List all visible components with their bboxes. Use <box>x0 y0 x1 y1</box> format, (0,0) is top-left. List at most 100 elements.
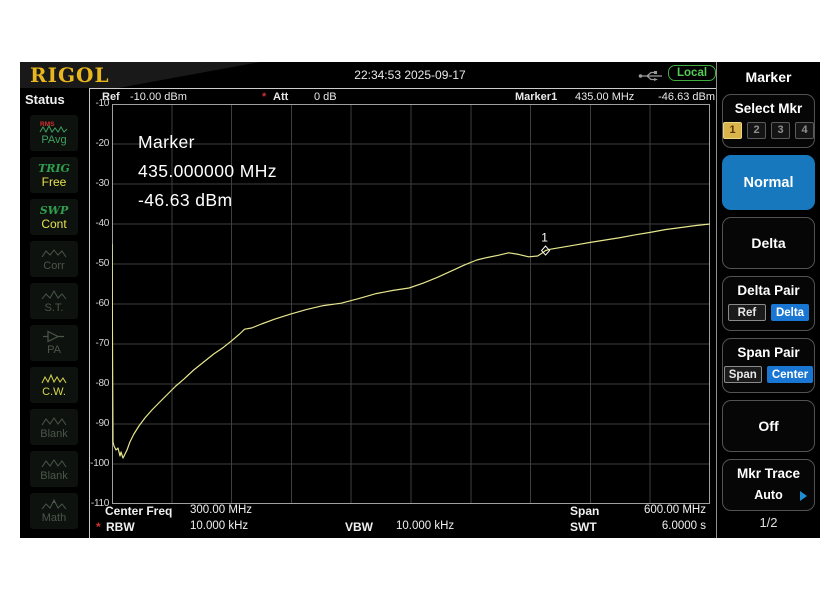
delta-button[interactable]: Delta <box>722 217 815 269</box>
status-item-label: Blank <box>40 427 68 440</box>
status-item-label: S.T. <box>44 301 64 314</box>
select-mkr-chips: 1 2 3 4 <box>723 122 814 139</box>
math-wave-icon <box>41 498 67 512</box>
span-value: 600.00 MHz <box>643 504 706 516</box>
usb-icon <box>638 69 662 87</box>
vbw-label: VBW <box>345 520 373 534</box>
vbw-value: 10.000 kHz <box>396 520 455 532</box>
rbw-value: 10.000 kHz <box>190 520 249 532</box>
local-mode-badge: Local <box>668 65 717 81</box>
ref-label: Ref <box>102 91 120 103</box>
status-item-pavg: RMS PAvg <box>30 115 78 151</box>
timestamp: 22:34:53 2025-09-17 <box>354 68 466 82</box>
swp-label: SWP <box>39 204 69 217</box>
span-pair-label: Span Pair <box>737 345 800 360</box>
status-item-label: Math <box>41 511 67 524</box>
status-item-label: PAvg <box>41 133 67 146</box>
marker-2-chip[interactable]: 2 <box>747 122 766 139</box>
marker-overlay-freq: 435.000000 MHz <box>138 161 277 181</box>
marker-4-chip[interactable]: 4 <box>795 122 814 139</box>
span-pair-center-chip[interactable]: Center <box>766 366 814 383</box>
y-axis-tick-label: -30 <box>95 178 109 189</box>
y-axis-tick-label: -40 <box>95 218 109 229</box>
swt-value: 6.0000 s <box>661 520 706 532</box>
status-item-swp: SWP Cont <box>30 199 78 235</box>
y-axis-tick-label: -10 <box>95 98 109 109</box>
wave-icon <box>41 246 67 260</box>
att-value: 0 dB <box>314 91 337 103</box>
delta-pair-label: Delta Pair <box>737 283 800 298</box>
wave-icon <box>41 456 67 470</box>
status-item-blank1: Blank <box>30 409 78 445</box>
span-pair-button[interactable]: Span Pair Span Center <box>722 338 815 393</box>
off-button[interactable]: Off <box>722 400 815 452</box>
status-item-blank2: Blank <box>30 451 78 487</box>
status-items: RMS PAvg TRIG Free SWP Cont <box>30 115 78 529</box>
top-bar: RIGOL 22:34:53 2025-09-17 Local <box>20 62 820 88</box>
marker-readout-freq: 435.00 MHz <box>575 91 635 103</box>
status-item-label: Cont <box>41 216 67 231</box>
ref-value: -10.00 dBm <box>130 91 187 103</box>
wave-icon <box>41 288 67 302</box>
status-item-math: Math <box>30 493 78 529</box>
delta-pair-delta-chip[interactable]: Delta <box>770 304 810 321</box>
status-item-cw: C.W. <box>30 367 78 403</box>
logo-band: RIGOL <box>20 62 260 88</box>
marker-overlay-title: Marker <box>138 132 195 152</box>
marker-overlay: Marker 435.000000 MHz -46.63 dBm <box>138 128 277 215</box>
rigol-logo: RIGOL <box>30 63 110 87</box>
y-axis-tick-label: -110 <box>90 498 109 509</box>
marker-overlay-ampl: -46.63 dBm <box>138 190 233 210</box>
normal-button[interactable]: Normal <box>722 155 815 210</box>
spectrum-plot: -10 -20 -30 -40 -50 -60 -70 -80 -90 -100 -110 1 Ma… <box>90 98 710 509</box>
status-title: Status <box>25 92 65 107</box>
analyzer-screen: RIGOL 22:34:53 2025-09-17 Local Status <box>20 62 820 538</box>
mkr-trace-button[interactable]: Mkr Trace Auto <box>722 459 815 511</box>
center-freq-value: 300.00 MHz <box>190 504 253 516</box>
marker-3-chip[interactable]: 3 <box>771 122 790 139</box>
status-item-label: Blank <box>40 469 68 482</box>
y-axis-tick-label: -60 <box>95 298 109 309</box>
marker-1-chip[interactable]: 1 <box>723 122 742 139</box>
status-item-label: C.W. <box>42 385 66 398</box>
span-label: Span <box>570 504 600 518</box>
status-item-label: Corr <box>43 259 65 272</box>
att-coupled-star: * <box>262 91 267 103</box>
wave-icon <box>41 414 67 428</box>
status-item-corr: Corr <box>30 241 78 277</box>
select-mkr-button[interactable]: Select Mkr 1 2 3 4 <box>722 94 815 148</box>
att-label: Att <box>273 91 289 103</box>
rms-wave-icon: RMS <box>39 120 69 134</box>
status-item-label: PA <box>47 343 61 356</box>
status-item-trig: TRIG Free <box>30 157 78 193</box>
status-item-st: S.T. <box>30 283 78 319</box>
softkey-menu: Marker Select Mkr 1 2 3 4 Normal Delta D… <box>716 62 820 538</box>
delta-pair-chips: Ref Delta <box>723 304 814 321</box>
menu-title: Marker <box>745 69 792 85</box>
y-axis-tick-label: -90 <box>95 418 109 429</box>
svg-text:RMS: RMS <box>40 121 55 128</box>
swt-label: SWT <box>570 520 597 534</box>
rbw-coupled-star: * <box>96 520 101 534</box>
span-pair-span-chip[interactable]: Span <box>723 366 762 383</box>
spectrum-svg: 1 <box>112 104 710 504</box>
y-axis-tick-label: -100 <box>90 458 109 469</box>
mkr-trace-label: Mkr Trace <box>736 466 801 481</box>
amplifier-icon <box>42 330 66 344</box>
y-axis-tick-label: -20 <box>95 138 109 149</box>
rbw-label: RBW <box>106 520 135 534</box>
delta-pair-ref-chip[interactable]: Ref <box>727 304 766 321</box>
submenu-arrow-icon <box>800 491 807 501</box>
y-axis-tick-label: -70 <box>95 338 109 349</box>
y-axis-tick-label: -80 <box>95 378 109 389</box>
status-panel: Status RMS PAvg TRIG Free SW <box>20 88 90 538</box>
marker-readout-ampl: -46.63 dBm <box>658 91 715 103</box>
wave-icon <box>41 372 67 386</box>
delta-pair-button[interactable]: Delta Pair Ref Delta <box>722 276 815 331</box>
y-axis-tick-label: -50 <box>95 258 109 269</box>
span-pair-chips: Span Center <box>723 366 814 383</box>
marker-readout-label: Marker1 <box>515 91 558 103</box>
mkr-trace-value: Auto <box>754 488 783 502</box>
status-item-pa: PA <box>30 325 78 361</box>
